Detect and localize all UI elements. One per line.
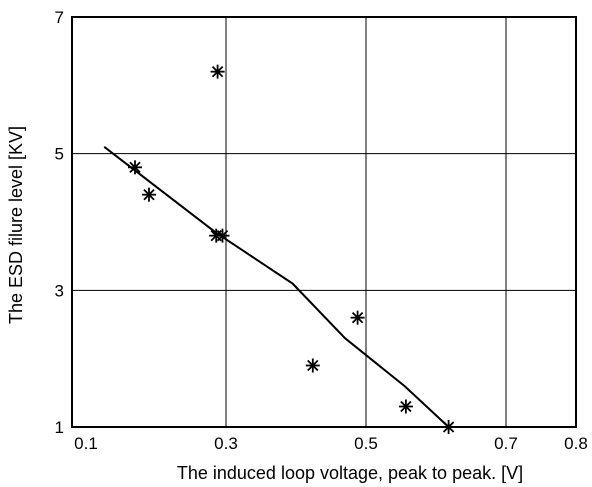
data-point [398,399,413,414]
fit-line [103,146,450,428]
data-point [142,187,156,202]
x-tick-label: 0.3 [214,434,238,453]
x-axis-label: The induced loop voltage, peak to peak. … [177,463,523,483]
x-tick-label: 0.1 [74,434,98,453]
x-tick-label: 0.7 [494,434,518,453]
y-tick-label: 7 [55,8,64,27]
data-point [215,228,230,243]
trend-line [103,146,450,428]
data-point [305,358,320,373]
y-gridlines [72,153,576,291]
y-tick-label: 3 [55,281,64,300]
x-tick-label: 0.5 [354,434,378,453]
x-tick-labels: 0.1 0.3 0.5 0.7 0.8 [74,434,588,453]
data-point [128,160,142,175]
x-tick-label: 0.8 [564,434,588,453]
y-tick-labels: 1 3 5 7 [55,8,64,437]
x-gridlines [225,17,507,427]
plot-frame [71,16,577,428]
y-tick-label: 5 [55,145,64,164]
data-point [350,310,365,325]
plot-background [72,17,576,427]
data-point [210,64,225,79]
y-axis-label: The ESD filure level [KV] [6,126,26,324]
y-tick-label: 1 [55,418,64,437]
